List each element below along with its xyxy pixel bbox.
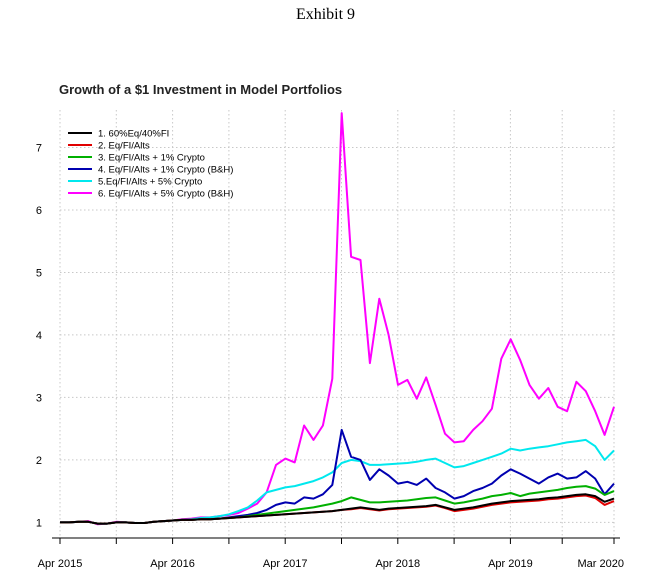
- chart-title: Growth of a $1 Investment in Model Portf…: [59, 82, 342, 97]
- x-tick-label: Apr 2017: [263, 558, 308, 570]
- y-tick-label: 4: [36, 330, 42, 342]
- x-tick-label: Apr 2016: [150, 558, 195, 570]
- y-tick-label: 3: [36, 392, 42, 404]
- legend-label-5: 5.Eq/FI/Alts + 5% Crypto: [98, 177, 202, 188]
- chart-axes: 1 2 3 4 5 6 7 Apr 2015 Apr 2016 Apr 2017 Apr 2018 A…: [36, 142, 624, 570]
- x-tick-label: Mar 2020: [578, 558, 624, 570]
- chart-grid: [59, 110, 615, 538]
- legend-label-2: 2. Eq/FI/Alts: [98, 141, 150, 152]
- y-tick-label: 5: [36, 267, 42, 279]
- legend-label-4: 4. Eq/FI/Alts + 1% Crypto (B&H): [98, 165, 233, 176]
- x-tick-label: Apr 2018: [375, 558, 420, 570]
- exhibit-label: Exhibit 9: [295, 6, 356, 23]
- x-tick-label: Apr 2019: [488, 558, 533, 570]
- x-tick-label: Apr 2015: [38, 558, 83, 570]
- series-line-3: [60, 485, 615, 525]
- y-tick-label: 7: [36, 142, 42, 154]
- y-tick-label: 1: [36, 517, 42, 529]
- y-tick-label: 2: [36, 455, 42, 467]
- legend-label-1: 1. 60%Eq/40%FI: [98, 129, 169, 140]
- series-line-1: [60, 493, 615, 525]
- legend-label-3: 3. Eq/FI/Alts + 1% Crypto: [98, 153, 205, 164]
- y-tick-label: 6: [36, 205, 42, 217]
- legend-label-6: 6. Eq/FI/Alts + 5% Crypto (B&H): [98, 189, 233, 200]
- series-lines: [60, 112, 615, 526]
